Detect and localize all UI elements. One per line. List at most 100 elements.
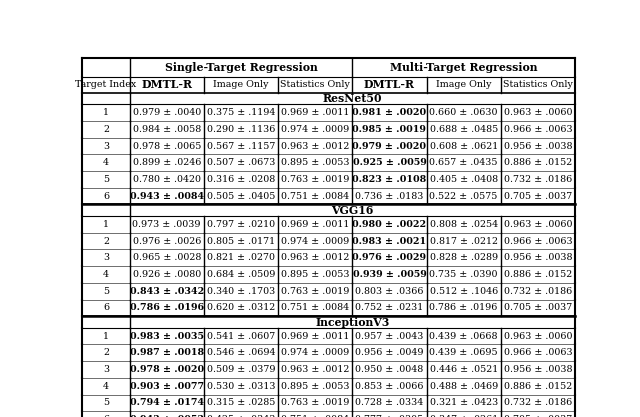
- Text: 0.797 ± .0210: 0.797 ± .0210: [207, 220, 275, 229]
- Text: 0.886 ± .0152: 0.886 ± .0152: [504, 270, 572, 279]
- Text: 0.979 ± .0040: 0.979 ± .0040: [132, 108, 201, 117]
- Text: 0.786 ± .0196: 0.786 ± .0196: [429, 304, 498, 312]
- Text: 0.817 ± .0212: 0.817 ± .0212: [429, 236, 498, 246]
- Text: 4: 4: [103, 270, 109, 279]
- Text: 0.973 ± .0039: 0.973 ± .0039: [132, 220, 201, 229]
- Text: 0.828 ± .0289: 0.828 ± .0289: [429, 253, 498, 262]
- Text: 0.903 ± .0077: 0.903 ± .0077: [130, 382, 204, 391]
- Text: 0.732 ± .0186: 0.732 ± .0186: [504, 175, 572, 184]
- Text: 0.751 ± .0084: 0.751 ± .0084: [281, 304, 349, 312]
- Text: 0.752 ± .0231: 0.752 ± .0231: [355, 304, 424, 312]
- Text: 0.969 ± .0011: 0.969 ± .0011: [281, 220, 349, 229]
- Text: 0.751 ± .0084: 0.751 ± .0084: [281, 192, 349, 201]
- Text: 0.660 ± .0630: 0.660 ± .0630: [429, 108, 498, 117]
- Text: 0.943 ± .0053: 0.943 ± .0053: [130, 415, 204, 417]
- Text: 0.736 ± .0183: 0.736 ± .0183: [355, 192, 424, 201]
- Text: 0.987 ± .0018: 0.987 ± .0018: [130, 348, 204, 357]
- Text: 5: 5: [103, 175, 109, 184]
- Text: VGG16: VGG16: [331, 205, 374, 216]
- Text: 0.530 ± .0313: 0.530 ± .0313: [207, 382, 275, 391]
- Text: 0.974 ± .0009: 0.974 ± .0009: [281, 348, 349, 357]
- Text: Statistics Only: Statistics Only: [280, 80, 350, 89]
- Text: 0.976 ± .0026: 0.976 ± .0026: [132, 236, 201, 246]
- Text: 0.957 ± .0043: 0.957 ± .0043: [355, 332, 424, 341]
- Text: 0.728 ± .0334: 0.728 ± .0334: [355, 398, 424, 407]
- Text: 0.976 ± .0029: 0.976 ± .0029: [353, 253, 426, 262]
- Text: 0.316 ± .0208: 0.316 ± .0208: [207, 175, 275, 184]
- Text: 0.963 ± .0060: 0.963 ± .0060: [504, 220, 572, 229]
- Text: 0.843 ± .0342: 0.843 ± .0342: [129, 286, 204, 296]
- Text: 0.290 ± .1136: 0.290 ± .1136: [207, 125, 275, 134]
- Text: 0.808 ± .0254: 0.808 ± .0254: [429, 220, 498, 229]
- Text: 0.979 ± .0020: 0.979 ± .0020: [353, 141, 426, 151]
- Text: 0.943 ± .0084: 0.943 ± .0084: [130, 192, 204, 201]
- Text: 0.505 ± .0405: 0.505 ± .0405: [207, 192, 275, 201]
- Text: 6: 6: [103, 415, 109, 417]
- Text: 0.735 ± .0390: 0.735 ± .0390: [429, 270, 498, 279]
- Text: 1: 1: [103, 108, 109, 117]
- Text: 0.963 ± .0012: 0.963 ± .0012: [281, 365, 349, 374]
- Text: Single-Target Regression: Single-Target Regression: [164, 62, 317, 73]
- Text: 0.620 ± .0312: 0.620 ± .0312: [207, 304, 275, 312]
- Text: 0.522 ± .0575: 0.522 ± .0575: [429, 192, 498, 201]
- Text: 0.794 ± .0174: 0.794 ± .0174: [130, 398, 204, 407]
- Text: 0.978 ± .0020: 0.978 ± .0020: [130, 365, 204, 374]
- Text: 1: 1: [103, 332, 109, 341]
- Text: 0.963 ± .0012: 0.963 ± .0012: [281, 253, 349, 262]
- Text: 5: 5: [103, 286, 109, 296]
- Text: 0.425 ± .0343: 0.425 ± .0343: [207, 415, 275, 417]
- Text: 0.507 ± .0673: 0.507 ± .0673: [207, 158, 275, 167]
- Text: 0.974 ± .0009: 0.974 ± .0009: [281, 125, 349, 134]
- Text: 0.984 ± .0058: 0.984 ± .0058: [132, 125, 201, 134]
- Text: 2: 2: [103, 125, 109, 134]
- Text: 0.974 ± .0009: 0.974 ± .0009: [281, 236, 349, 246]
- Text: 0.375 ± .1194: 0.375 ± .1194: [207, 108, 275, 117]
- Text: 0.985 ± .0019: 0.985 ± .0019: [353, 125, 426, 134]
- Text: Statistics Only: Statistics Only: [503, 80, 573, 89]
- Text: 0.956 ± .0038: 0.956 ± .0038: [504, 253, 572, 262]
- Text: 0.340 ± .1703: 0.340 ± .1703: [207, 286, 275, 296]
- Text: 0.347 ± .0261: 0.347 ± .0261: [429, 415, 498, 417]
- Text: 4: 4: [103, 158, 109, 167]
- Text: 0.657 ± .0435: 0.657 ± .0435: [429, 158, 498, 167]
- Text: 0.983 ± .0035: 0.983 ± .0035: [130, 332, 204, 341]
- Text: 0.969 ± .0011: 0.969 ± .0011: [281, 332, 349, 341]
- Text: 0.895 ± .0053: 0.895 ± .0053: [281, 158, 349, 167]
- Text: 0.315 ± .0285: 0.315 ± .0285: [207, 398, 275, 407]
- Text: 0.956 ± .0038: 0.956 ± .0038: [504, 365, 572, 374]
- Text: 3: 3: [103, 365, 109, 374]
- Text: 0.950 ± .0048: 0.950 ± .0048: [355, 365, 424, 374]
- Text: 0.763 ± .0019: 0.763 ± .0019: [281, 286, 349, 296]
- Text: 0.608 ± .0621: 0.608 ± .0621: [429, 141, 498, 151]
- Text: 0.886 ± .0152: 0.886 ± .0152: [504, 382, 572, 391]
- Text: 0.969 ± .0011: 0.969 ± .0011: [281, 108, 349, 117]
- Text: 0.705 ± .0037: 0.705 ± .0037: [504, 415, 572, 417]
- Text: 0.899 ± .0246: 0.899 ± .0246: [132, 158, 201, 167]
- Text: 0.821 ± .0270: 0.821 ± .0270: [207, 253, 275, 262]
- Text: 0.732 ± .0186: 0.732 ± .0186: [504, 398, 572, 407]
- Text: 0.705 ± .0037: 0.705 ± .0037: [504, 192, 572, 201]
- Text: 0.925 ± .0059: 0.925 ± .0059: [353, 158, 426, 167]
- Text: 0.980 ± .0022: 0.980 ± .0022: [353, 220, 426, 229]
- Text: 0.963 ± .0060: 0.963 ± .0060: [504, 108, 572, 117]
- Text: 1: 1: [103, 220, 109, 229]
- Text: 0.567 ± .1157: 0.567 ± .1157: [207, 141, 275, 151]
- Text: 0.926 ± .0080: 0.926 ± .0080: [132, 270, 201, 279]
- Text: Multi-Target Regression: Multi-Target Regression: [390, 62, 538, 73]
- Text: 0.777 ± .0305: 0.777 ± .0305: [355, 415, 424, 417]
- Text: 0.895 ± .0053: 0.895 ± .0053: [281, 270, 349, 279]
- Text: 0.886 ± .0152: 0.886 ± .0152: [504, 158, 572, 167]
- Text: 0.446 ± .0521: 0.446 ± .0521: [429, 365, 498, 374]
- Text: 0.541 ± .0607: 0.541 ± .0607: [207, 332, 275, 341]
- Text: Image Only: Image Only: [436, 80, 492, 89]
- Text: 0.684 ± .0509: 0.684 ± .0509: [207, 270, 275, 279]
- Text: 2: 2: [103, 236, 109, 246]
- Text: 0.780 ± .0420: 0.780 ± .0420: [132, 175, 201, 184]
- Text: 0.978 ± .0065: 0.978 ± .0065: [132, 141, 201, 151]
- Text: 0.963 ± .0060: 0.963 ± .0060: [504, 332, 572, 341]
- Text: 0.805 ± .0171: 0.805 ± .0171: [207, 236, 275, 246]
- Text: 3: 3: [103, 141, 109, 151]
- Text: 0.853 ± .0066: 0.853 ± .0066: [355, 382, 424, 391]
- Text: 0.763 ± .0019: 0.763 ± .0019: [281, 175, 349, 184]
- Text: Target Index: Target Index: [76, 80, 137, 89]
